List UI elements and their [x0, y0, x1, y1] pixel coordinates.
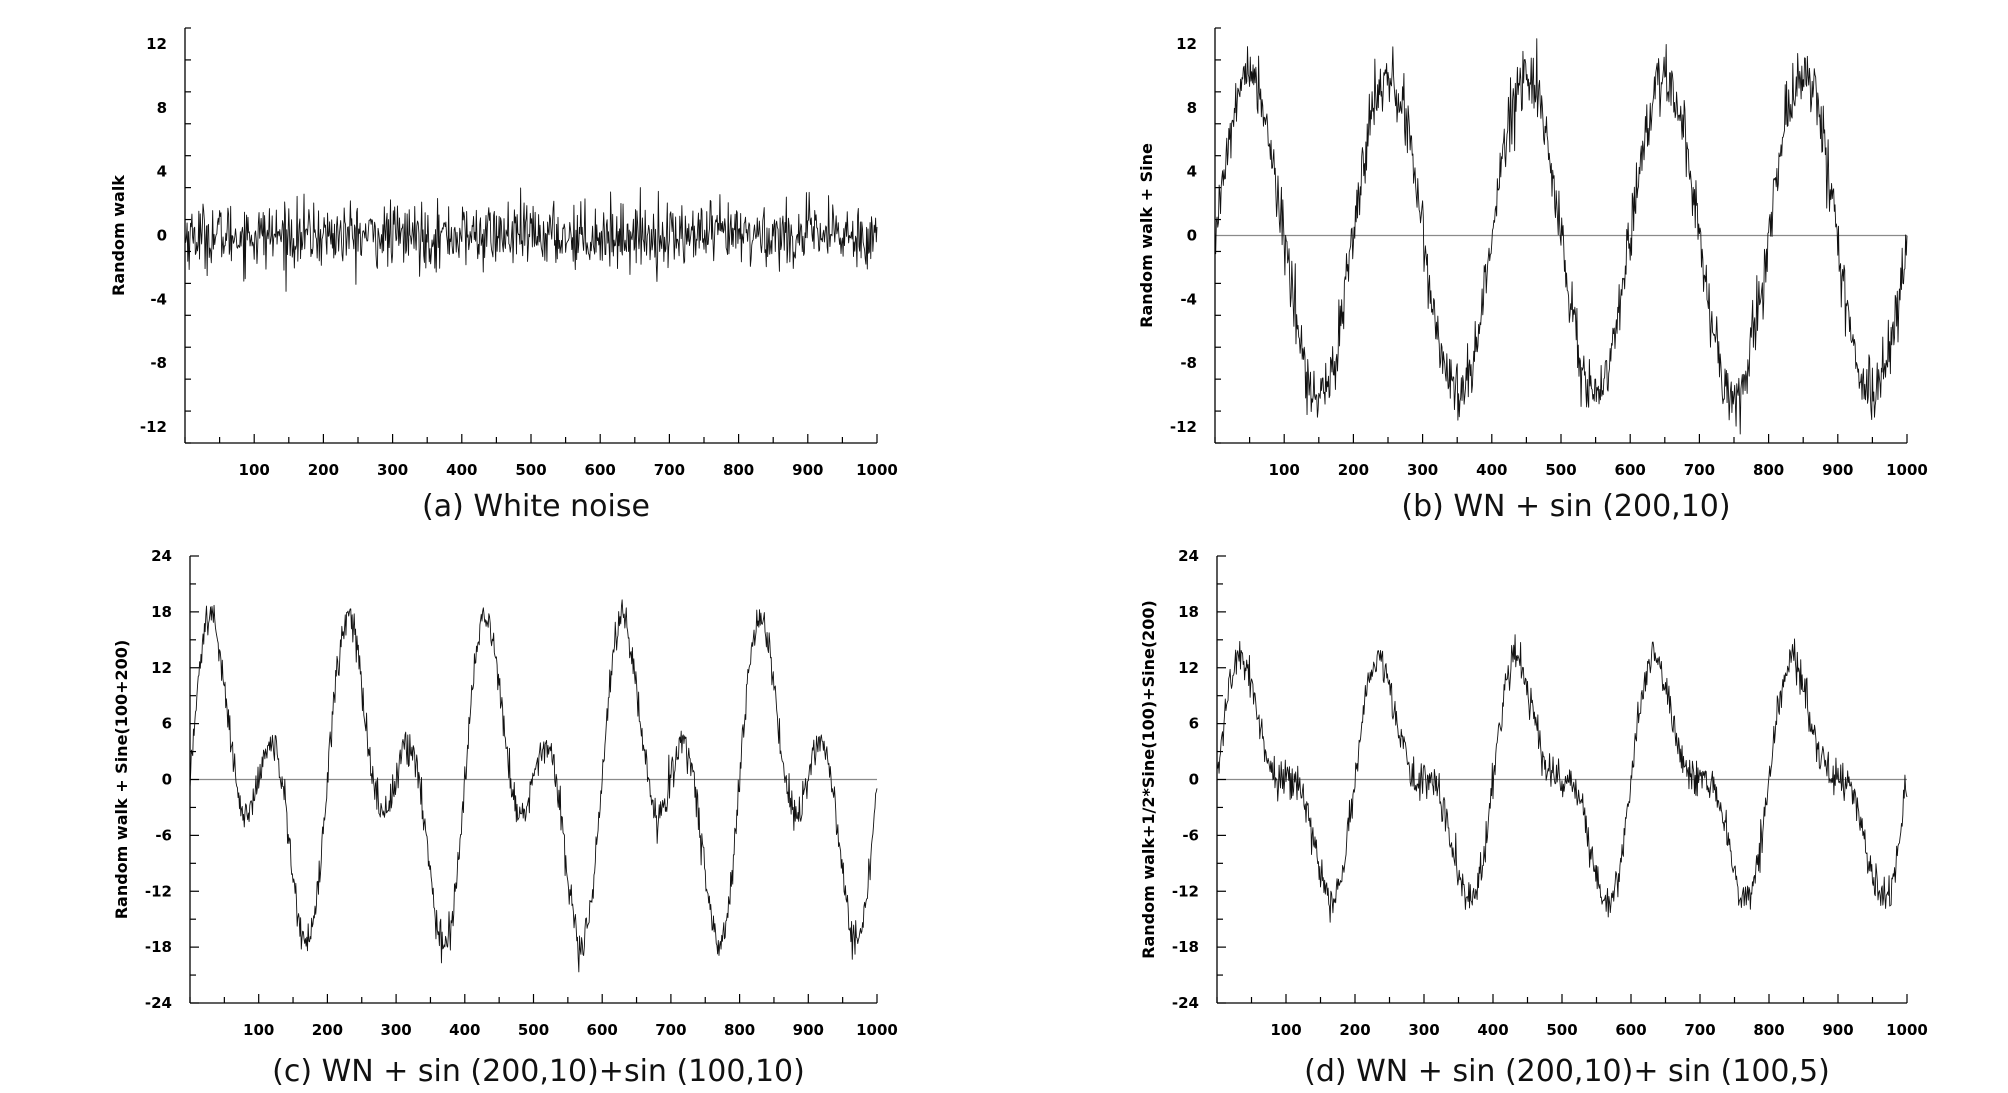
- y-tick-label: -12: [145, 882, 172, 900]
- panel-a: 100 200 300 400 500 600 700 800 900 1000 12 8 4 0 -4 -8…: [109, 27, 898, 524]
- panel-b: 100 200 300 400 500 600 700 800 900 1000 12 8 4 0 -4 -8…: [1137, 27, 1928, 524]
- x-tick-label: 700: [1684, 461, 1715, 479]
- y-tick-label: 12: [151, 659, 172, 677]
- x-tick-label: 900: [1822, 461, 1853, 479]
- y-tick-label: 0: [157, 227, 167, 245]
- y-tick-label: 24: [1178, 547, 1199, 565]
- y-axis-title: Random walk + Sine(100+200): [112, 640, 131, 920]
- x-tick-label: 600: [587, 1021, 618, 1039]
- x-tick-label: 1000: [1886, 461, 1928, 479]
- x-tick-label: 300: [1407, 461, 1438, 479]
- x-tick-label: 400: [1477, 1021, 1508, 1039]
- y-tick-label: 24: [151, 547, 172, 565]
- y-tick-label: 0: [162, 771, 172, 789]
- y-tick-label: -4: [150, 290, 167, 308]
- y-tick-label: -6: [1182, 826, 1199, 844]
- x-tick-label: 800: [1753, 1021, 1784, 1039]
- y-axis-title: Random walk + Sine: [1137, 143, 1156, 328]
- x-tick-label: 600: [585, 461, 616, 479]
- x-tick-label: 400: [1476, 461, 1507, 479]
- y-tick-label: 12: [146, 35, 167, 53]
- x-tick-label: 700: [655, 1021, 686, 1039]
- x-tick-label: 500: [1545, 461, 1576, 479]
- panel-d: 100 200 300 400 500 600 700 800 900 1000 24 18 12 6 0 -…: [1139, 547, 1928, 1089]
- y-tick-label: -6: [155, 826, 172, 844]
- x-tick-label: 300: [380, 1021, 411, 1039]
- y-axis-title: Random walk+1/2*Sine(100)+Sine(200): [1139, 600, 1158, 959]
- y-tick-label: -24: [1172, 994, 1199, 1012]
- x-tick-label: 400: [449, 1021, 480, 1039]
- x-tick-label: 200: [1338, 461, 1369, 479]
- x-tick-label: 800: [723, 461, 754, 479]
- x-tick-label: 100: [1270, 1021, 1301, 1039]
- y-tick-label: 18: [1178, 603, 1199, 621]
- x-tick-label: 600: [1615, 461, 1646, 479]
- y-tick-label: 0: [1189, 771, 1199, 789]
- x-tick-label: 400: [446, 461, 477, 479]
- y-tick-label: 8: [157, 99, 167, 117]
- x-tick-label: 800: [724, 1021, 755, 1039]
- x-tick-label: 100: [239, 461, 270, 479]
- y-tick-label: 8: [1187, 99, 1197, 117]
- series-line-c: [189, 599, 878, 973]
- x-tick-label: 1000: [856, 461, 898, 479]
- y-tick-label: -12: [140, 418, 167, 436]
- y-tick-label: 12: [1176, 35, 1197, 53]
- x-tick-label: 900: [792, 461, 823, 479]
- y-tick-label: -8: [1180, 354, 1197, 372]
- y-tick-label: 6: [1189, 715, 1199, 733]
- y-tick-label: -12: [1172, 882, 1199, 900]
- y-axis-title: Random walk: [109, 175, 128, 296]
- x-tick-label: 600: [1615, 1021, 1646, 1039]
- x-tick-label: 900: [793, 1021, 824, 1039]
- y-tick-label: 18: [151, 603, 172, 621]
- x-tick-label: 300: [1408, 1021, 1439, 1039]
- y-tick-label: 4: [157, 163, 167, 181]
- x-tick-label: 800: [1753, 461, 1784, 479]
- series-line-d: [1216, 634, 1908, 923]
- x-tick-label: 1000: [856, 1021, 898, 1039]
- panel-caption: (c) WN + sin (200,10)+sin (100,10): [272, 1054, 805, 1089]
- x-tick-label: 700: [1684, 1021, 1715, 1039]
- y-tick-label: -8: [150, 354, 167, 372]
- panel-caption: (a) White noise: [422, 489, 650, 524]
- y-tick-label: -24: [145, 994, 172, 1012]
- y-tick-label: -18: [1172, 938, 1199, 956]
- y-tick-label: -12: [1170, 418, 1197, 436]
- y-tick-label: 6: [162, 715, 172, 733]
- y-tick-label: 12: [1178, 659, 1199, 677]
- x-tick-label: 500: [1546, 1021, 1577, 1039]
- panel-caption: (b) WN + sin (200,10): [1401, 489, 1730, 524]
- y-tick-label: 0: [1187, 227, 1197, 245]
- series-line-b: [1214, 38, 1908, 435]
- x-tick-label: 500: [515, 461, 546, 479]
- y-tick-label: -4: [1180, 290, 1197, 308]
- panel-c: 100 200 300 400 500 600 700 800 900 1000 24 18 12 6 0 -…: [112, 547, 898, 1089]
- x-tick-label: 200: [308, 461, 339, 479]
- x-tick-label: 100: [243, 1021, 274, 1039]
- series-line-a: [184, 187, 878, 292]
- x-tick-label: 200: [312, 1021, 343, 1039]
- x-tick-label: 200: [1339, 1021, 1370, 1039]
- y-tick-label: -18: [145, 938, 172, 956]
- x-tick-label: 700: [654, 461, 685, 479]
- x-tick-label: 500: [518, 1021, 549, 1039]
- x-tick-label: 1000: [1886, 1021, 1928, 1039]
- x-tick-label: 900: [1822, 1021, 1853, 1039]
- x-tick-label: 100: [1269, 461, 1300, 479]
- x-tick-label: 300: [377, 461, 408, 479]
- panel-caption: (d) WN + sin (200,10)+ sin (100,5): [1304, 1054, 1830, 1089]
- y-tick-label: 4: [1187, 163, 1197, 181]
